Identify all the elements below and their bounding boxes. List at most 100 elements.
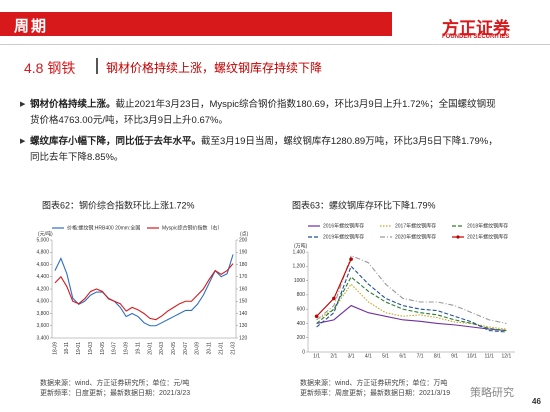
source-line: 数据来源：wind、方正证券研究所；单位：万吨 — [300, 380, 448, 387]
x-tick-label: 19-11 — [135, 342, 141, 355]
y2-tick-label: 200 — [239, 237, 248, 243]
y-tick-label: 3,800 — [36, 311, 49, 317]
y2-axis-label: (点) — [240, 231, 249, 237]
y-tick-label: 4,800 — [36, 250, 49, 256]
bullet-bold: 钢材价格持续上涨。 — [30, 99, 116, 110]
x-tick-label: 3/1 — [348, 353, 355, 359]
y-tick-label: 600 — [297, 306, 306, 312]
x-tick-label: 19-03 — [88, 342, 94, 355]
chart-title: 图表62：钢价综合指数环比上涨1.72% — [42, 199, 195, 210]
x-tick-label: 6/1 — [399, 353, 406, 359]
series-line — [54, 263, 234, 321]
y-tick-label: 4,400 — [36, 274, 49, 280]
heading-number: 4.8 钢铁 — [24, 60, 76, 76]
x-tick-label: 21-01 — [218, 342, 224, 355]
update-line: 更新频率：日度更新；最新数据日期：2021/3/23 — [40, 390, 191, 397]
x-tick-label: 19-01 — [76, 342, 82, 355]
marker — [314, 314, 319, 319]
marker — [332, 296, 336, 301]
x-tick-label: 20-03 — [159, 342, 165, 355]
bullet: 钢材价格持续上涨。截止2021年3月23日，Myspic综合钢价指数180.69… — [20, 97, 500, 129]
x-tick-label: 7/1 — [417, 353, 424, 359]
y2-tick-label: 190 — [239, 250, 248, 256]
y-tick-label: 3,600 — [36, 323, 49, 329]
x-tick-label: 12/1 — [502, 353, 512, 359]
x-tick-label: 10/1 — [467, 353, 477, 359]
watermark: 策略研究 — [470, 387, 514, 399]
bullet-text: 截止2021年3月23日，Myspic综合钢价指数180.69，环比3月9日上升… — [30, 99, 496, 126]
y-tick-label: 4,000 — [36, 299, 49, 305]
legend-label: 2017年螺纹钢库存 — [395, 222, 436, 229]
source-line: 数据来源：wind、方正证券研究所；单位：元/吨 — [40, 380, 190, 387]
x-tick-label: 20-07 — [183, 342, 189, 355]
y-tick-label: 4,600 — [36, 262, 49, 268]
y2-tick-label: 130 — [239, 323, 248, 329]
series-line — [316, 254, 507, 324]
heading-separator — [96, 58, 98, 74]
y-tick-label: 800 — [297, 292, 306, 298]
x-tick-label: 20-09 — [195, 342, 201, 355]
bullet-bold: 螺纹库存小幅下降，同比低于去年水平。 — [30, 136, 202, 147]
x-tick-label: 2/1 — [330, 353, 337, 359]
header-bar — [0, 12, 392, 36]
x-tick-label: 19-05 — [100, 342, 106, 355]
y2-tick-label: 160 — [239, 286, 248, 292]
y-tick-label: 1,400 — [292, 249, 305, 255]
legend-label: Myspic综合钢价指数（右） — [162, 224, 223, 231]
y-tick-label: 200 — [297, 335, 306, 341]
series-line — [316, 258, 352, 317]
section-title: 周期 — [14, 18, 49, 35]
page-number: 46 — [532, 397, 541, 406]
x-tick-label: 4/1 — [365, 353, 372, 359]
y-tick-label: 0 — [302, 349, 305, 355]
y-tick-label: 3,400 — [36, 335, 49, 341]
x-tick-label: 18-11 — [64, 342, 70, 355]
heading-text: 钢材价格持续上涨，螺纹钢库存持续下降 — [106, 61, 323, 75]
logo: 方正证券 — [442, 19, 510, 38]
y2-tick-label: 170 — [239, 274, 248, 280]
series-line — [54, 254, 234, 327]
x-tick-label: 20-11 — [207, 342, 213, 355]
x-tick-label: 9/1 — [451, 353, 458, 359]
x-tick-label: 18-09 — [52, 342, 58, 355]
y-tick-label: 1000 — [294, 278, 305, 284]
y2-tick-label: 150 — [239, 299, 248, 305]
bullet: 螺纹库存小幅下降，同比低于去年水平。截至3月19日当周，螺纹钢库存1280.89… — [20, 134, 500, 166]
y2-tick-label: 140 — [239, 311, 248, 317]
legend-label: 2021年螺纹钢库存 — [467, 233, 508, 240]
series-line — [316, 283, 507, 330]
y-tick-label: 5,000 — [36, 237, 49, 243]
chart-title: 图表63：螺纹钢库存环比下降1.79% — [292, 199, 436, 210]
update-line: 更新频率：周度更新；最新数据日期：2021/3/19 — [300, 390, 451, 397]
legend-label: 2019年螺纹钢库存 — [323, 233, 364, 240]
bullet-text: 截至3月19日当周，螺纹钢库存1280.89万吨，环比3月5日下降1.79%，同… — [30, 136, 498, 163]
x-tick-label: 11/1 — [484, 353, 494, 359]
legend-label: 2016年螺纹钢库存 — [323, 222, 364, 229]
marker — [349, 257, 353, 261]
x-tick-label: 5/1 — [382, 353, 389, 359]
y-tick-label: 400 — [297, 321, 306, 327]
series-line — [316, 276, 507, 332]
legend-label: 2018年螺纹钢库存 — [467, 222, 508, 229]
y-tick-label: 4,200 — [36, 286, 49, 292]
x-tick-label: 8/1 — [434, 353, 441, 359]
legend-label: 2020年螺纹钢库存 — [395, 233, 436, 240]
y2-tick-label: 180 — [239, 262, 248, 268]
x-tick-label: 20-05 — [171, 342, 177, 355]
series-line — [316, 304, 507, 332]
x-tick-label: 1/1 — [313, 353, 320, 359]
source: 数据来源：wind、方正证券研究所；单位：万吨 更新频率：周度更新；最新数据日期：… — [300, 379, 450, 399]
y-axis-label: (万吨) — [294, 242, 308, 249]
y-axis-label: (元/吨) — [38, 230, 53, 237]
x-tick-label: 20-01 — [147, 342, 153, 355]
x-tick-label: 21-03 — [230, 342, 236, 355]
source: 数据来源：wind、方正证券研究所；单位：元/吨 更新频率：日度更新；最新数据日期… — [40, 379, 190, 399]
rule — [0, 44, 550, 45]
logo-en: FOUNDER SECURITIES — [442, 34, 510, 40]
series-line — [316, 265, 507, 333]
x-tick-label: 19-09 — [124, 342, 130, 355]
legend-marker — [456, 235, 460, 239]
y2-tick-label: 120 — [239, 335, 248, 341]
